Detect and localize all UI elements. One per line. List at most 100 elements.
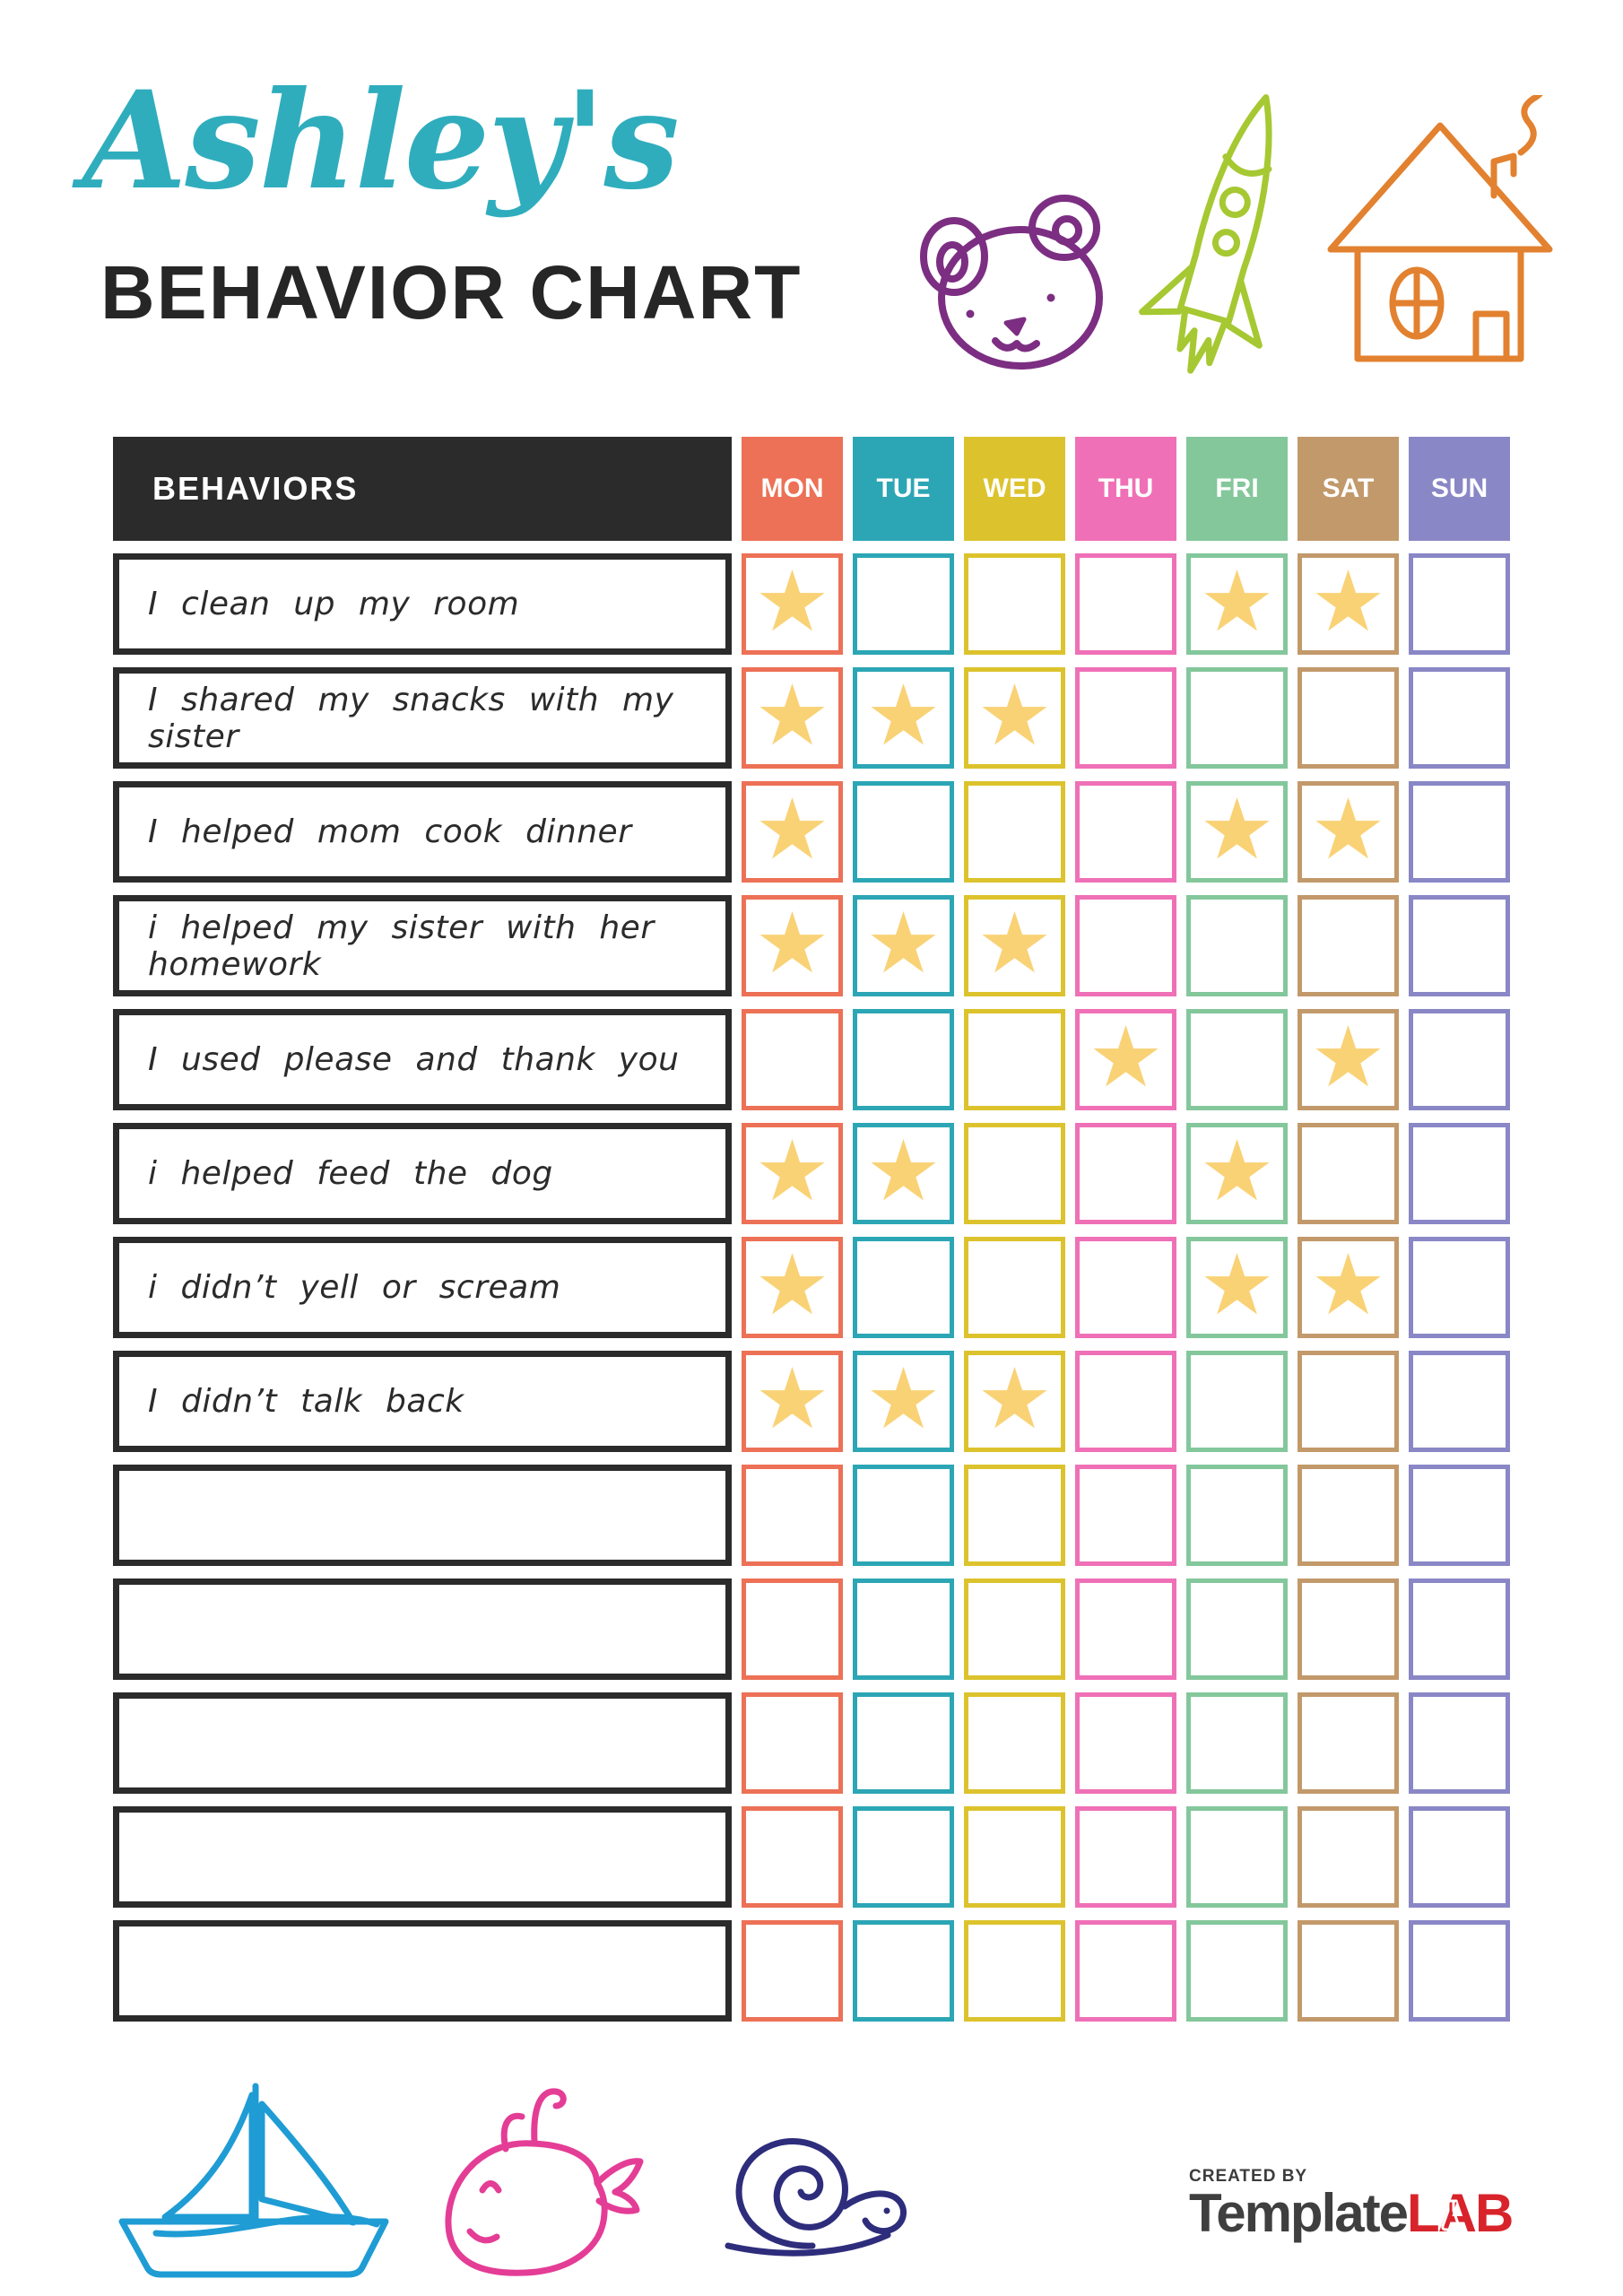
day-cell-wed[interactable] xyxy=(964,1465,1065,1566)
day-cell-thu[interactable] xyxy=(1075,1237,1176,1338)
day-cell-fri[interactable] xyxy=(1186,667,1288,769)
day-cell-fri[interactable]: ★ xyxy=(1186,781,1288,883)
day-cell-sat[interactable] xyxy=(1298,1578,1399,1680)
behaviors-column-header: BEHAVIORS xyxy=(113,437,732,541)
day-cell-wed[interactable]: ★ xyxy=(964,667,1065,769)
day-cell-mon[interactable]: ★ xyxy=(742,781,843,883)
day-cell-sun[interactable] xyxy=(1409,1351,1510,1452)
star-icon: ★ xyxy=(1199,552,1275,651)
day-cell-mon[interactable] xyxy=(742,1578,843,1680)
day-cell-sun[interactable] xyxy=(1409,1920,1510,2022)
day-cell-thu[interactable] xyxy=(1075,1123,1176,1224)
day-cell-thu[interactable] xyxy=(1075,667,1176,769)
day-cell-sun[interactable] xyxy=(1409,1465,1510,1566)
day-cell-sat[interactable] xyxy=(1298,667,1399,769)
day-cell-sun[interactable] xyxy=(1409,1009,1510,1110)
day-cell-mon[interactable]: ★ xyxy=(742,667,843,769)
day-cell-tue[interactable] xyxy=(853,1920,954,2022)
day-cell-sun[interactable] xyxy=(1409,553,1510,655)
day-cell-sun[interactable] xyxy=(1409,1692,1510,1794)
day-cell-sat[interactable] xyxy=(1298,1465,1399,1566)
day-cell-wed[interactable]: ★ xyxy=(964,1351,1065,1452)
day-cell-fri[interactable]: ★ xyxy=(1186,553,1288,655)
day-cell-wed[interactable] xyxy=(964,1692,1065,1794)
day-cell-fri[interactable] xyxy=(1186,1465,1288,1566)
star-icon: ★ xyxy=(976,894,1053,993)
day-cell-sat[interactable] xyxy=(1298,1692,1399,1794)
day-cell-wed[interactable] xyxy=(964,553,1065,655)
day-cell-fri[interactable] xyxy=(1186,1920,1288,2022)
day-cell-mon[interactable]: ★ xyxy=(742,553,843,655)
day-cell-sun[interactable] xyxy=(1409,667,1510,769)
day-cell-tue[interactable] xyxy=(853,553,954,655)
day-cell-tue[interactable]: ★ xyxy=(853,1123,954,1224)
day-cell-wed[interactable] xyxy=(964,1123,1065,1224)
day-cell-thu[interactable] xyxy=(1075,1465,1176,1566)
day-header-sun: SUN xyxy=(1409,437,1510,541)
day-cell-sun[interactable] xyxy=(1409,781,1510,883)
behavior-label: i helped my sister with her homework xyxy=(113,895,732,996)
day-cell-sat[interactable]: ★ xyxy=(1298,1237,1399,1338)
day-cell-mon[interactable] xyxy=(742,1920,843,2022)
day-cell-thu[interactable] xyxy=(1075,1692,1176,1794)
day-cell-mon[interactable] xyxy=(742,1806,843,1908)
day-cell-sun[interactable] xyxy=(1409,895,1510,996)
day-cell-sat[interactable]: ★ xyxy=(1298,553,1399,655)
behavior-label xyxy=(113,1465,732,1566)
day-cell-tue[interactable] xyxy=(853,1009,954,1110)
day-cell-thu[interactable] xyxy=(1075,1806,1176,1908)
day-cell-thu[interactable] xyxy=(1075,1578,1176,1680)
day-cell-sun[interactable] xyxy=(1409,1123,1510,1224)
day-cell-fri[interactable]: ★ xyxy=(1186,1237,1288,1338)
day-cell-tue[interactable]: ★ xyxy=(853,1351,954,1452)
day-cell-tue[interactable] xyxy=(853,1692,954,1794)
day-cell-thu[interactable] xyxy=(1075,895,1176,996)
day-cell-tue[interactable] xyxy=(853,1465,954,1566)
day-cell-thu[interactable] xyxy=(1075,781,1176,883)
day-cell-sat[interactable] xyxy=(1298,1806,1399,1908)
day-cell-wed[interactable] xyxy=(964,1578,1065,1680)
day-cell-wed[interactable]: ★ xyxy=(964,895,1065,996)
day-cell-mon[interactable] xyxy=(742,1692,843,1794)
day-cell-wed[interactable] xyxy=(964,1920,1065,2022)
star-icon: ★ xyxy=(754,1122,830,1221)
day-cell-fri[interactable] xyxy=(1186,895,1288,996)
behavior-label xyxy=(113,1920,732,2022)
day-cell-sun[interactable] xyxy=(1409,1578,1510,1680)
day-cell-sun[interactable] xyxy=(1409,1237,1510,1338)
day-cell-tue[interactable] xyxy=(853,781,954,883)
day-cell-tue[interactable] xyxy=(853,1806,954,1908)
day-cell-fri[interactable]: ★ xyxy=(1186,1123,1288,1224)
day-cell-tue[interactable]: ★ xyxy=(853,667,954,769)
day-cell-fri[interactable] xyxy=(1186,1351,1288,1452)
day-cell-wed[interactable] xyxy=(964,1806,1065,1908)
day-cell-sat[interactable]: ★ xyxy=(1298,1009,1399,1110)
day-cell-fri[interactable] xyxy=(1186,1692,1288,1794)
day-cell-wed[interactable] xyxy=(964,781,1065,883)
day-cell-tue[interactable] xyxy=(853,1578,954,1680)
day-cell-fri[interactable] xyxy=(1186,1806,1288,1908)
day-cell-thu[interactable] xyxy=(1075,1351,1176,1452)
day-cell-mon[interactable]: ★ xyxy=(742,895,843,996)
day-cell-wed[interactable] xyxy=(964,1009,1065,1110)
day-cell-sat[interactable] xyxy=(1298,1351,1399,1452)
day-cell-sat[interactable] xyxy=(1298,1920,1399,2022)
day-cell-fri[interactable] xyxy=(1186,1578,1288,1680)
day-cell-tue[interactable]: ★ xyxy=(853,895,954,996)
day-cell-sat[interactable]: ★ xyxy=(1298,781,1399,883)
day-cell-tue[interactable] xyxy=(853,1237,954,1338)
day-cell-mon[interactable]: ★ xyxy=(742,1123,843,1224)
behavior-label: i helped feed the dog xyxy=(113,1123,732,1224)
day-cell-sat[interactable] xyxy=(1298,1123,1399,1224)
day-cell-thu[interactable] xyxy=(1075,553,1176,655)
day-cell-mon[interactable]: ★ xyxy=(742,1237,843,1338)
day-cell-thu[interactable] xyxy=(1075,1920,1176,2022)
day-cell-fri[interactable] xyxy=(1186,1009,1288,1110)
day-cell-wed[interactable] xyxy=(964,1237,1065,1338)
day-cell-sat[interactable] xyxy=(1298,895,1399,996)
day-cell-mon[interactable] xyxy=(742,1465,843,1566)
day-cell-mon[interactable]: ★ xyxy=(742,1351,843,1452)
day-cell-thu[interactable]: ★ xyxy=(1075,1009,1176,1110)
day-cell-sun[interactable] xyxy=(1409,1806,1510,1908)
day-cell-mon[interactable] xyxy=(742,1009,843,1110)
